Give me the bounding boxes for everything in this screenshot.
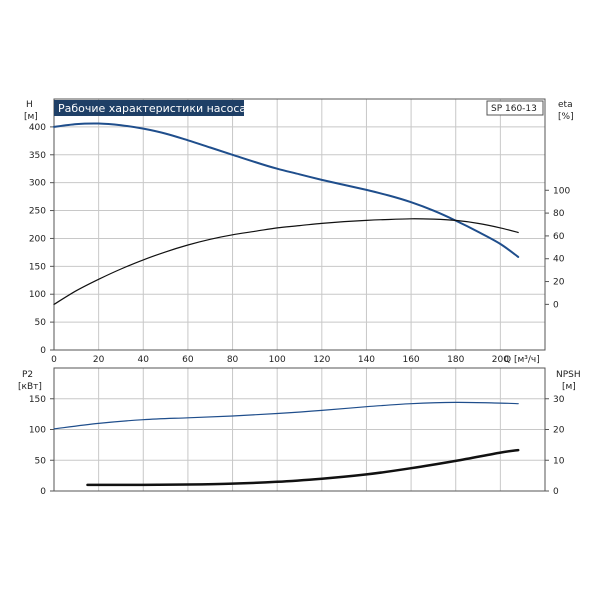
right-tick-label: 20 bbox=[553, 426, 565, 436]
left-axis-label-top: H bbox=[26, 100, 33, 110]
left-tick-label: 50 bbox=[35, 318, 47, 328]
x-tick-label: 200 bbox=[492, 355, 509, 365]
left-axis-unit-bottom: [кВт] bbox=[18, 382, 42, 392]
left-tick-label: 250 bbox=[29, 207, 46, 217]
right-tick-label: 20 bbox=[553, 278, 565, 288]
right-axis-label-bottom: NPSH bbox=[556, 370, 581, 380]
series-line-0-0 bbox=[53, 122, 520, 258]
right-tick-label: 0 bbox=[553, 300, 559, 310]
x-tick-label: 160 bbox=[402, 355, 419, 365]
right-tick-label: 80 bbox=[553, 209, 565, 219]
left-tick-label: 50 bbox=[35, 456, 47, 466]
right-tick-label: 60 bbox=[553, 232, 565, 242]
top-grid bbox=[54, 99, 545, 350]
model-label-box bbox=[486, 100, 544, 116]
right-axis-unit-top: [%] bbox=[558, 112, 574, 122]
title-bar bbox=[54, 100, 244, 116]
top-plot-frame bbox=[53, 98, 546, 351]
left-axis-label-bottom: P2 bbox=[22, 370, 33, 380]
bottom-tick-labels: 0 50 100 150 0 10 20 30 bbox=[29, 395, 565, 497]
x-tick-label: 40 bbox=[138, 355, 150, 365]
top-tick-labels: 0 50 100 150 200 250 300 350 400 0 20 40 60 80 100 0 20 4… bbox=[29, 123, 571, 365]
left-tick-label: 0 bbox=[40, 487, 46, 497]
bottom-series bbox=[53, 401, 520, 487]
x-tick-label: 120 bbox=[313, 355, 330, 365]
right-axis-unit-bottom: [м] bbox=[562, 382, 576, 392]
chart-title: Рабочие характеристики насоса bbox=[58, 102, 246, 115]
right-tick-label: 30 bbox=[553, 395, 565, 405]
model-label: SP 160-13 bbox=[491, 104, 537, 114]
right-axis-label-top: eta bbox=[558, 100, 573, 110]
x-tick-label: 180 bbox=[447, 355, 464, 365]
left-tick-label: 100 bbox=[29, 426, 46, 436]
x-tick-label: 140 bbox=[358, 355, 375, 365]
right-tick-label: 10 bbox=[553, 456, 565, 466]
left-tick-label: 100 bbox=[29, 290, 46, 300]
left-tick-label: 350 bbox=[29, 151, 46, 161]
left-tick-label: 150 bbox=[29, 262, 46, 272]
series-line-1-0 bbox=[53, 401, 519, 430]
x-tick-label: 100 bbox=[269, 355, 286, 365]
series-line-1-1 bbox=[86, 448, 520, 487]
left-axis-unit-top: [м] bbox=[24, 112, 38, 122]
bottom-grid bbox=[54, 368, 545, 491]
right-tick-label: 40 bbox=[553, 255, 565, 265]
right-tick-label: 0 bbox=[553, 487, 559, 497]
left-tick-label: 0 bbox=[40, 346, 46, 356]
left-tick-label: 150 bbox=[29, 395, 46, 405]
x-axis-label: Q [м³/ч] bbox=[504, 355, 540, 365]
x-tick-label: 80 bbox=[227, 355, 239, 365]
right-tick-label: 100 bbox=[553, 186, 570, 196]
left-tick-label: 300 bbox=[29, 179, 46, 189]
x-tick-label: 20 bbox=[93, 355, 105, 365]
series-line-0-1 bbox=[53, 218, 519, 305]
left-tick-label: 200 bbox=[29, 234, 46, 244]
x-tick-label: 60 bbox=[182, 355, 194, 365]
x-tick-label: 0 bbox=[51, 355, 57, 365]
left-tick-label: 400 bbox=[29, 123, 46, 133]
top-series bbox=[53, 122, 520, 305]
